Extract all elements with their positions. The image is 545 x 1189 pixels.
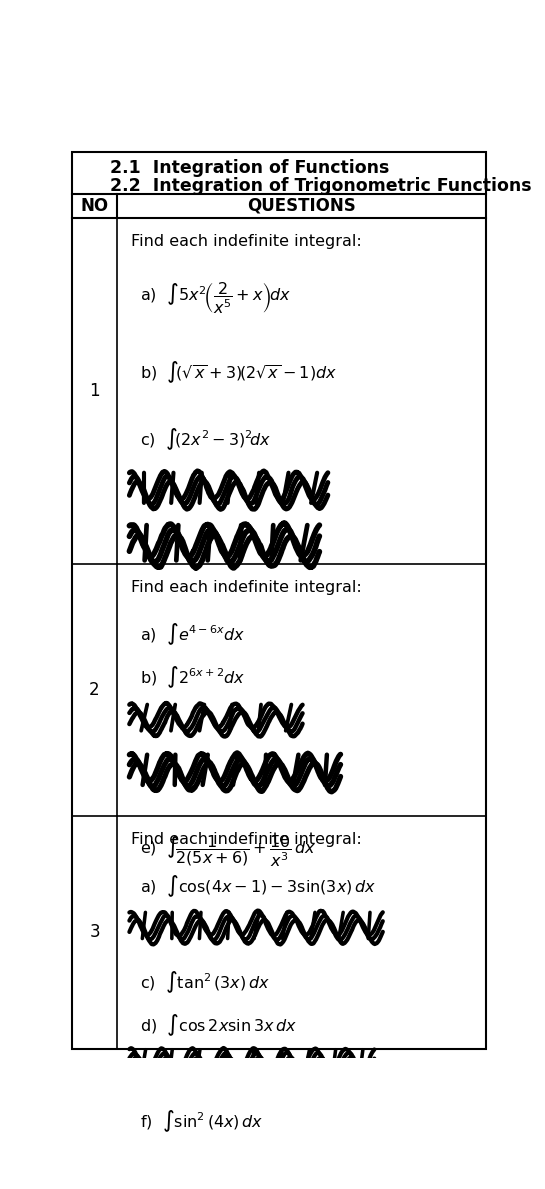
Text: a)  $\int\cos(4x-1)-3\sin(3x)\,dx$: a) $\int\cos(4x-1)-3\sin(3x)\,dx$ <box>140 873 376 899</box>
Text: NO: NO <box>81 197 108 215</box>
Text: c)  $\int\tan^2(3x)\,dx$: c) $\int\tan^2(3x)\,dx$ <box>140 969 270 995</box>
Text: 2.2  Integration of Trigonometric Functions: 2.2 Integration of Trigonometric Functio… <box>111 176 532 195</box>
Text: b)  $\int\!\left(\sqrt{x}+3\right)\!\left(2\sqrt{x}-1\right)dx$: b) $\int\!\left(\sqrt{x}+3\right)\!\left… <box>140 359 337 385</box>
Text: 1: 1 <box>89 382 100 400</box>
Text: f)  $\int\sin^2(4x)\,dx$: f) $\int\sin^2(4x)\,dx$ <box>140 1108 263 1134</box>
Text: Find each indefinite integral:: Find each indefinite integral: <box>131 832 362 847</box>
Text: 3: 3 <box>89 924 100 942</box>
Text: b)  $\int 2^{6x+2}dx$: b) $\int 2^{6x+2}dx$ <box>140 665 245 691</box>
Text: 2: 2 <box>89 681 100 699</box>
Text: 2.1  Integration of Functions: 2.1 Integration of Functions <box>111 159 390 177</box>
Text: d)  $\int\cos 2x\sin 3x\,dx$: d) $\int\cos 2x\sin 3x\,dx$ <box>140 1012 297 1038</box>
Text: e)  $\int\!\dfrac{1}{2(5x+6)}+\dfrac{10}{x^3}\,dx$: e) $\int\!\dfrac{1}{2(5x+6)}+\dfrac{10}{… <box>140 833 316 869</box>
Text: QUESTIONS: QUESTIONS <box>247 197 356 215</box>
Text: Find each indefinite integral:: Find each indefinite integral: <box>131 234 362 250</box>
Text: a)  $\int 5x^2\!\left(\dfrac{2}{x^5}+x\right)\!dx$: a) $\int 5x^2\!\left(\dfrac{2}{x^5}+x\ri… <box>140 281 291 316</box>
Text: Find each indefinite integral:: Find each indefinite integral: <box>131 580 362 596</box>
Text: a)  $\int e^{4-6x}dx$: a) $\int e^{4-6x}dx$ <box>140 622 245 647</box>
Text: c)  $\int\!\left(2x^2-3\right)^2\!dx$: c) $\int\!\left(2x^2-3\right)^2\!dx$ <box>140 427 271 452</box>
